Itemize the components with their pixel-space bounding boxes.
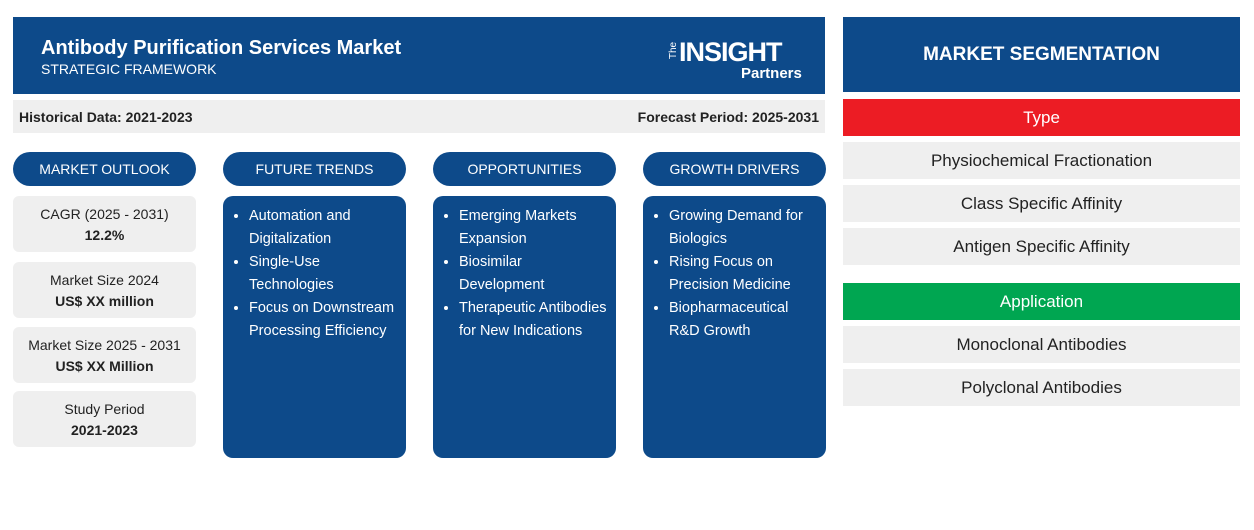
outlook-value: US$ XX million (55, 292, 154, 309)
outlook-header: MARKET OUTLOOK (13, 152, 196, 186)
title: Antibody Purification Services Market (41, 37, 402, 59)
subtitle: STRATEGIC FRAMEWORK (41, 61, 217, 77)
column-header: GROWTH DRIVERS (643, 152, 826, 186)
bullet-item: Biopharmaceutical R&D Growth (669, 297, 818, 343)
outlook-value: US$ XX Million (55, 357, 154, 374)
column-box: Emerging Markets ExpansionBiosimilar Dev… (433, 196, 616, 458)
column-header: OPPORTUNITIES (433, 152, 616, 186)
bullet-item: Therapeutic Antibodies for New Indicatio… (459, 297, 608, 343)
outlook-box: CAGR (2025 - 2031) 12.2% (13, 196, 196, 252)
bullet-list: Growing Demand for BiologicsRising Focus… (655, 205, 818, 343)
column-box: Automation and DigitalizationSingle-Use … (223, 196, 406, 458)
segment-item: Polyclonal Antibodies (843, 369, 1240, 406)
column-header: FUTURE TRENDS (223, 152, 406, 186)
bullet-item: Focus on Downstream Processing Efficienc… (249, 297, 398, 343)
segmentation-header: MARKET SEGMENTATION (843, 17, 1240, 92)
segment-item: Class Specific Affinity (843, 185, 1240, 222)
outlook-label: Market Size 2025 - 2031 (28, 336, 181, 353)
bullet-item: Automation and Digitalization (249, 205, 398, 251)
outlook-label: CAGR (2025 - 2031) (40, 205, 169, 222)
logo-prefix: The (668, 41, 680, 60)
segment-item: Physiochemical Fractionation (843, 142, 1240, 179)
outlook-value: 2021-2023 (71, 421, 138, 438)
bullet-item: Single-Use Technologies (249, 251, 398, 297)
outlook-box: Study Period 2021-2023 (13, 391, 196, 447)
logo-suffix: Partners (741, 65, 802, 82)
column-box: Growing Demand for BiologicsRising Focus… (643, 196, 826, 458)
header-banner: Antibody Purification Services Market STR… (13, 17, 825, 94)
outlook-value: 12.2% (84, 226, 125, 243)
outlook-box: Market Size 2024 US$ XX million (13, 262, 196, 318)
period-bar: Historical Data: 2021-2023 Forecast Perio… (13, 100, 825, 133)
bullet-item: Biosimilar Development (459, 251, 608, 297)
bullet-item: Growing Demand for Biologics (669, 205, 818, 251)
outlook-label: Study Period (64, 400, 145, 417)
bullet-list: Automation and DigitalizationSingle-Use … (235, 205, 398, 343)
segment-group: Application (843, 283, 1240, 320)
outlook-box: Market Size 2025 - 2031 US$ XX Million (13, 327, 196, 383)
segment-item: Monoclonal Antibodies (843, 326, 1240, 363)
segment-group: Type (843, 99, 1240, 136)
logo-name: INSIGHT (679, 37, 783, 67)
forecast: Forecast Period: 2025-2031 (637, 109, 819, 125)
bullet-item: Emerging Markets Expansion (459, 205, 608, 251)
outlook-label: Market Size 2024 (50, 271, 159, 288)
bullet-list: Emerging Markets ExpansionBiosimilar Dev… (445, 205, 608, 343)
historical: Historical Data: 2021-2023 (19, 109, 193, 125)
segment-item: Antigen Specific Affinity (843, 228, 1240, 265)
bullet-item: Rising Focus on Precision Medicine (669, 251, 818, 297)
